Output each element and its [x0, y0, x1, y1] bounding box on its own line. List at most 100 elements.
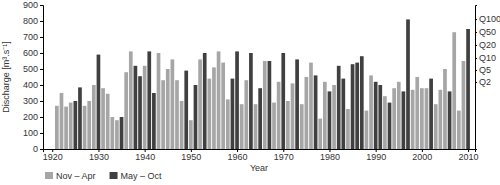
tick-mark	[475, 70, 477, 71]
bar	[351, 64, 355, 149]
tick: 1980	[320, 149, 340, 162]
bar	[448, 91, 452, 149]
tick-mark	[475, 32, 477, 33]
tick-mark	[475, 45, 477, 46]
bar	[337, 66, 341, 149]
bar	[184, 71, 188, 149]
bar	[392, 88, 396, 149]
bar	[106, 94, 110, 149]
tick-label: 1990	[366, 152, 386, 162]
tick-mark	[475, 82, 477, 83]
bar	[180, 101, 184, 149]
tick-label: Q5	[479, 65, 491, 75]
tick: Q50	[475, 27, 496, 37]
bar	[415, 77, 419, 149]
legend-swatch	[45, 172, 53, 179]
bar	[97, 55, 101, 149]
tick-mark	[40, 149, 43, 150]
bar	[212, 67, 216, 149]
tick-label: 900	[23, 0, 38, 10]
bar	[466, 29, 470, 149]
bar	[406, 19, 410, 149]
bar	[166, 69, 170, 149]
bar	[272, 103, 276, 149]
tick-label: 1970	[274, 152, 294, 162]
axis-line	[476, 6, 478, 150]
y2-axis: Q100Q50Q20Q10Q5Q2	[475, 6, 500, 150]
tick-label: 1930	[89, 152, 109, 162]
bar	[365, 111, 369, 149]
tick: 1990	[366, 149, 386, 162]
bar	[323, 82, 327, 149]
bar	[207, 79, 211, 149]
bar	[249, 53, 253, 149]
tick-label: 400	[23, 80, 38, 90]
tick-label: 1950	[181, 152, 201, 162]
tick-label: 0	[33, 144, 38, 154]
bar	[203, 53, 207, 149]
bar	[434, 104, 438, 149]
bar	[226, 99, 230, 149]
tick-mark	[475, 58, 477, 59]
tick-mark	[40, 5, 43, 6]
bar	[64, 107, 68, 149]
tick-label: 200	[23, 112, 38, 122]
tick: Q10	[475, 53, 496, 63]
tick-label: 2000	[412, 152, 432, 162]
tick: 1970	[274, 149, 294, 162]
tick: 400	[23, 80, 43, 90]
tick: 0	[33, 144, 43, 154]
tick-label: 600	[23, 48, 38, 58]
bar	[244, 80, 248, 149]
bar	[378, 85, 382, 149]
bar	[457, 111, 461, 149]
tick: 1940	[135, 149, 155, 162]
y-axis: 0100200300400500600700800900	[23, 0, 44, 154]
bar	[143, 66, 147, 149]
bar	[194, 85, 198, 149]
bar	[235, 51, 239, 149]
tick-label: 1920	[43, 152, 63, 162]
tick: 2000	[412, 149, 432, 162]
tick-label: 100	[23, 128, 38, 138]
x-axis: 1920193019401950196019701980199020002010	[43, 149, 479, 162]
tick: Q5	[475, 65, 491, 75]
tick-label: Q50	[479, 27, 496, 37]
bar	[231, 79, 235, 149]
bar	[328, 91, 332, 149]
tick-mark	[40, 53, 43, 54]
legend: Nov – AprMay – Oct	[45, 171, 162, 181]
bar	[171, 59, 175, 149]
tick: Q20	[475, 40, 496, 50]
tick-mark	[475, 19, 477, 20]
tick: Q2	[475, 77, 491, 87]
bar	[263, 61, 267, 149]
bar	[397, 82, 401, 149]
legend-label: May – Oct	[121, 171, 163, 181]
bar	[402, 91, 406, 149]
bar	[309, 63, 313, 149]
bar	[332, 85, 336, 149]
bar	[300, 104, 304, 149]
tick-label: 700	[23, 32, 38, 42]
bar	[355, 63, 359, 149]
bar	[152, 93, 156, 149]
chart: 1920193019401950196019701980199020002010…	[0, 0, 500, 185]
bar	[240, 104, 244, 149]
bar	[134, 66, 138, 149]
bar	[429, 79, 433, 149]
bar	[101, 88, 105, 149]
tick: 1920	[43, 149, 63, 162]
bar	[138, 76, 142, 149]
tick-label: Q2	[479, 77, 491, 87]
plot: 1920193019401950196019701980199020002010…	[23, 0, 500, 162]
bar	[286, 101, 290, 149]
bar	[124, 72, 128, 149]
bar	[295, 59, 299, 149]
bar	[129, 51, 133, 149]
bar	[73, 101, 77, 149]
bar	[175, 80, 179, 149]
bar	[258, 88, 262, 149]
bar	[388, 103, 392, 149]
bar	[83, 106, 87, 149]
